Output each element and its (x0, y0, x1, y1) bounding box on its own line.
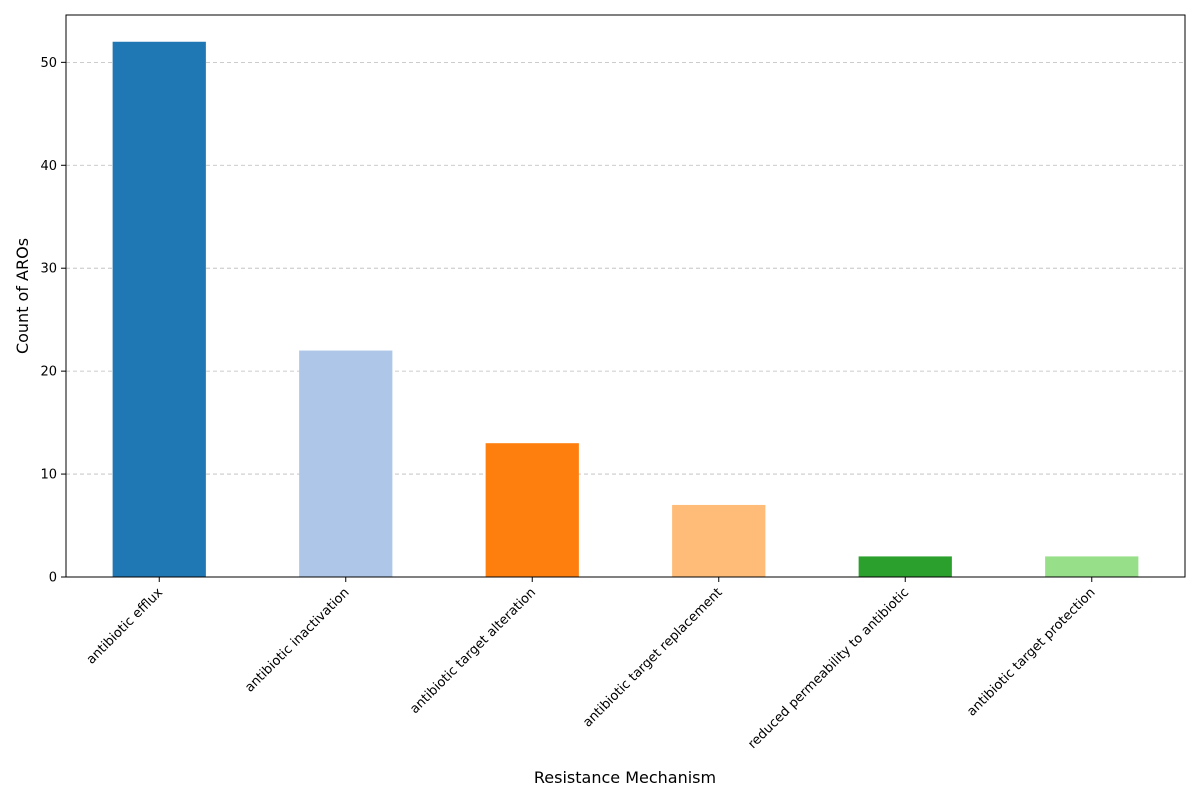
x-axis-ticks: antibiotic efflux antibiotic inactivation… (84, 577, 1099, 752)
y-tick-label: 0 (49, 571, 57, 586)
bar (485, 443, 579, 577)
x-axis-title: Resistance Mechanism (534, 768, 716, 787)
x-tick-label: antibiotic inactivation (242, 585, 352, 695)
y-axis-title: Count of AROs (13, 238, 32, 354)
y-tick-label: 30 (40, 262, 57, 277)
x-tick-label: antibiotic efflux (84, 585, 166, 667)
bar (858, 556, 952, 577)
y-tick-label: 40 (40, 159, 57, 174)
x-tick-label: antibiotic target protection (964, 585, 1098, 719)
bars (112, 41, 1139, 578)
y-tick-label: 50 (40, 56, 57, 71)
y-tick-label: 10 (40, 468, 57, 483)
plot-frame (65, 14, 1186, 578)
bar (112, 41, 206, 578)
bar (299, 350, 393, 577)
x-tick-label: reduced permeability to antibiotic (745, 585, 912, 752)
bar (1045, 556, 1139, 577)
gridlines (66, 61, 1185, 475)
bar (672, 504, 766, 577)
y-axis-ticks: 0 10 20 30 40 50 (40, 56, 66, 586)
x-tick-label: antibiotic target replacement (580, 585, 725, 730)
y-tick-label: 20 (40, 365, 57, 380)
x-tick-label: antibiotic target alteration (407, 585, 539, 717)
